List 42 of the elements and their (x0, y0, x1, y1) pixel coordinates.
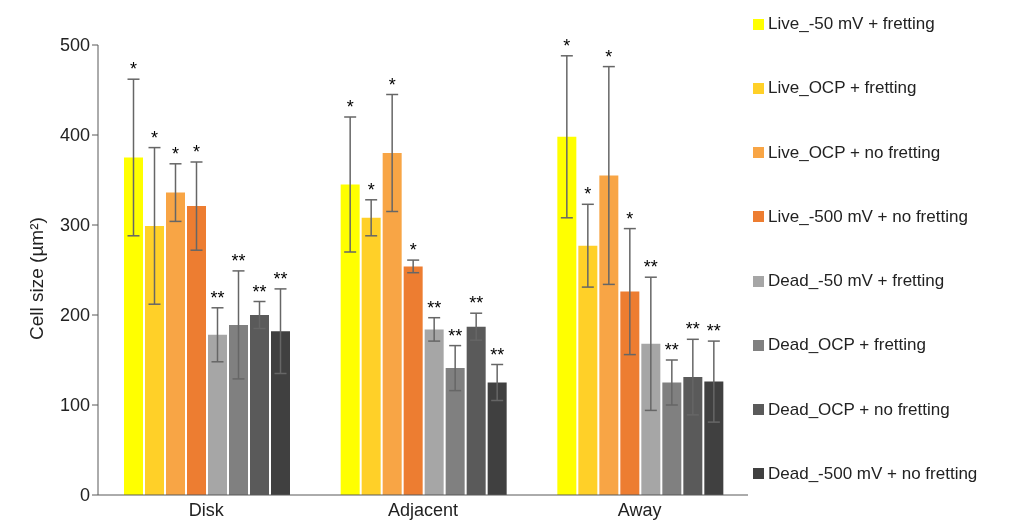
annotation: ** (469, 293, 484, 314)
annotation: ** (643, 257, 658, 278)
annotation: * (388, 74, 396, 95)
annotation: * (605, 46, 613, 67)
legend-label: Live_OCP + no fretting (768, 142, 941, 163)
annotation: * (346, 97, 354, 117)
annotation: ** (252, 281, 267, 302)
annotation: ** (490, 344, 505, 365)
y-tick-label: 300 (59, 215, 90, 236)
legend-label: Live_-500 mV + no fretting (768, 206, 968, 227)
annotation: ** (706, 321, 721, 342)
annotation: * (150, 127, 159, 148)
legend-label: Live_-50 mV + fretting (768, 14, 935, 34)
annotation: * (129, 59, 138, 80)
y-axis-title: Cell size (µm²) (25, 217, 47, 340)
annotation: ** (685, 319, 700, 340)
legend-label: Dead_OCP + fretting (768, 335, 926, 356)
y-tick-label: 500 (59, 35, 90, 56)
y-tick-label: 200 (59, 305, 90, 326)
annotation: ** (427, 297, 442, 318)
annotation: * (409, 240, 417, 261)
x-tick-label: Disk (188, 499, 225, 520)
x-tick-label: Adjacent (387, 499, 459, 520)
annotation: ** (664, 340, 679, 360)
annotation: * (171, 143, 180, 164)
annotation: * (367, 179, 375, 200)
annotation: ** (448, 325, 463, 346)
y-tick-label: 400 (59, 125, 90, 146)
annotation: * (584, 184, 592, 205)
annotation: ** (273, 268, 288, 289)
annotation: ** (210, 287, 225, 308)
annotation: ** (231, 250, 246, 271)
legend-label: Dead_-50 mV + fretting (768, 271, 945, 292)
annotation: * (192, 142, 201, 162)
legend-label: Dead_-500 mV + no fretting (768, 463, 978, 484)
y-tick-label: 0 (79, 485, 90, 506)
legend-label: Dead_OCP + no fretting (768, 399, 950, 420)
x-tick-label: Away (617, 499, 662, 520)
y-tick-label: 100 (59, 395, 90, 416)
annotation: * (626, 208, 634, 229)
legend-label: Live_OCP + fretting (768, 78, 917, 99)
annotation: * (563, 35, 571, 56)
